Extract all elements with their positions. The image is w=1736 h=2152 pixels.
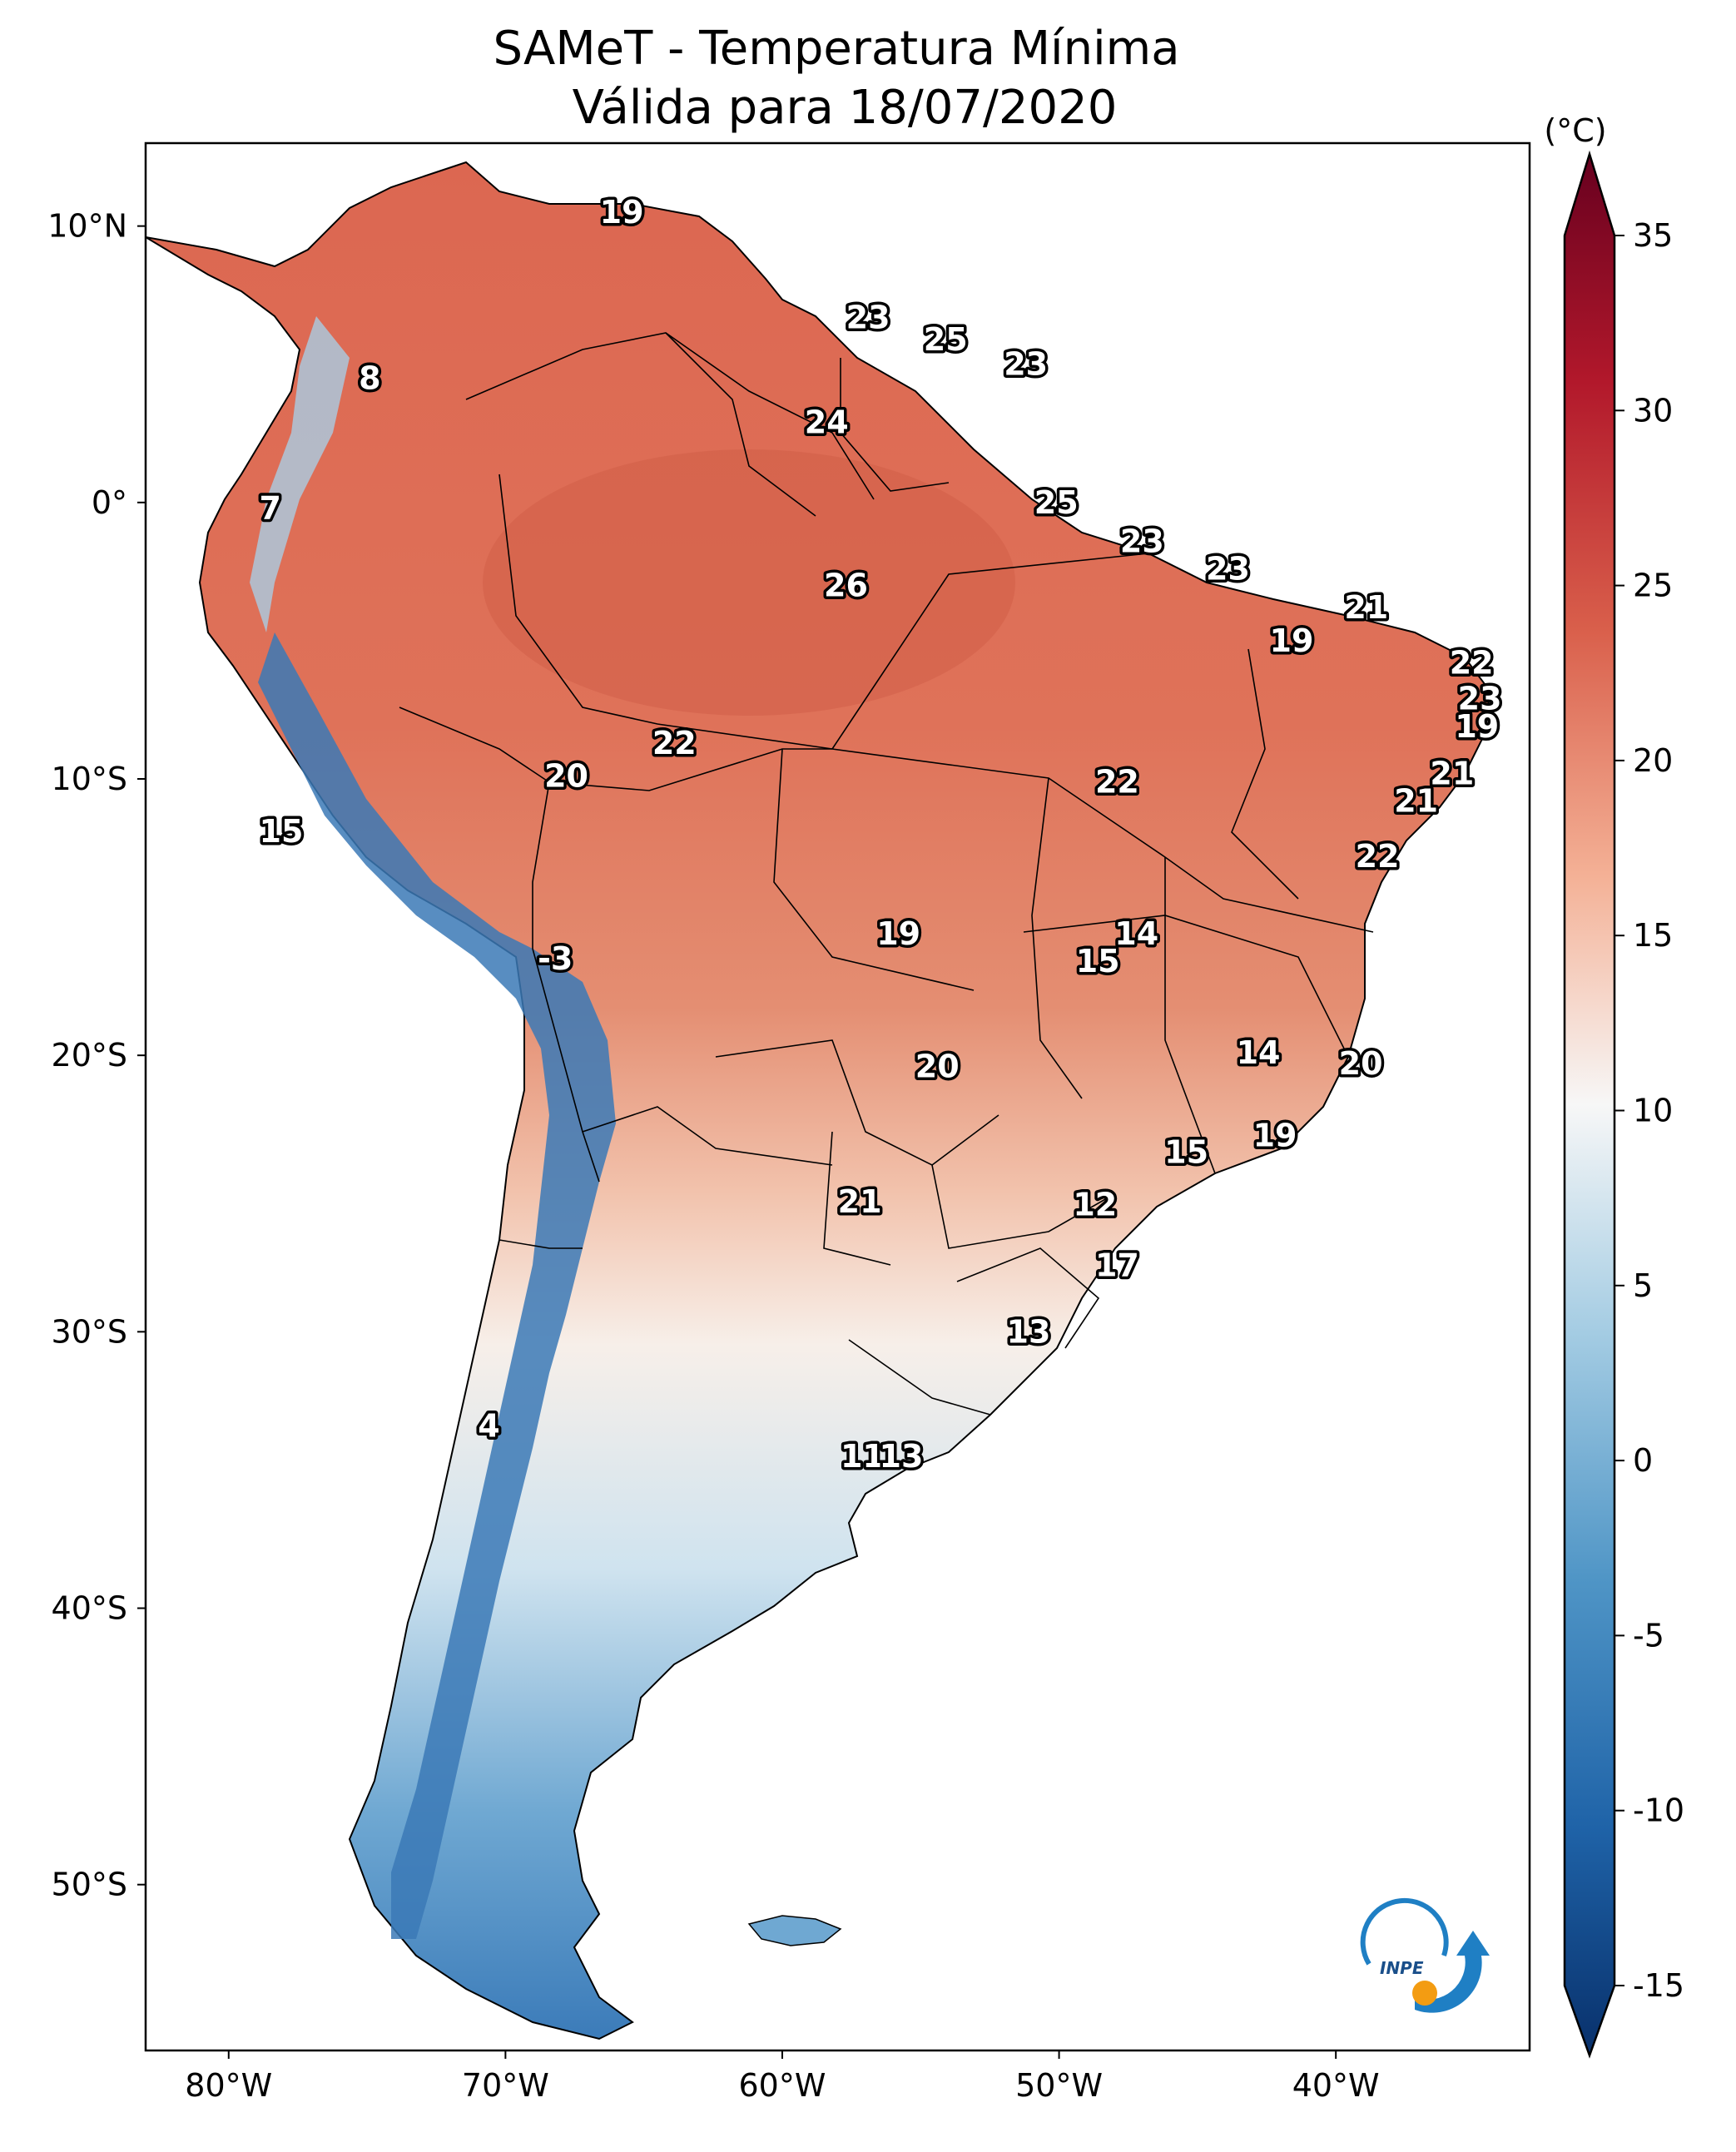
temperature-label: 21 — [838, 1183, 882, 1220]
temperature-label: 26 — [824, 567, 868, 603]
temperature-label: 14 — [1237, 1034, 1281, 1071]
temperature-label: 25 — [924, 321, 968, 358]
colorbar-tick-label: -5 — [1633, 1617, 1664, 1654]
temperature-label: 25 — [1034, 484, 1079, 521]
lat-tick-label: 50°S — [52, 1867, 127, 1903]
temperature-label: 19 — [876, 915, 920, 952]
lat-tick-label: 30°S — [52, 1313, 127, 1350]
temperature-label: 13 — [880, 1438, 924, 1475]
colorbar-tick-label: 30 — [1633, 392, 1673, 429]
colorbar-unit: (°C) — [1544, 112, 1606, 149]
temperature-label: 14 — [1114, 915, 1158, 952]
andes-light-band — [250, 316, 350, 632]
temperature-label: 21 — [1344, 589, 1388, 626]
temperature-label: 23 — [846, 299, 890, 335]
temperature-label: -3 — [538, 940, 573, 977]
lat-tick-label: 40°S — [52, 1590, 127, 1627]
colorbar-tick-label: 0 — [1633, 1442, 1653, 1479]
colorbar-tick-label: 5 — [1633, 1267, 1653, 1304]
temperature-label: 24 — [805, 404, 849, 440]
temperature-label: 20 — [1339, 1045, 1383, 1082]
temperature-label: 21 — [1394, 783, 1438, 820]
inpe-logo: INPE — [1360, 1897, 1490, 2013]
colorbar-tick-label: -10 — [1633, 1793, 1684, 1829]
andes-cold-band — [258, 632, 616, 1939]
map-area: INPE 19232523242523232119262223192121222… — [146, 143, 1530, 2050]
temperature-label: 15 — [1164, 1133, 1208, 1170]
colorbar-tick-label: 20 — [1633, 742, 1673, 779]
temperature-label: 19 — [600, 194, 644, 231]
temperature-label: 23 — [1206, 551, 1250, 588]
temperature-label: 22 — [652, 725, 697, 761]
lon-tick-label: 50°W — [1015, 2067, 1103, 2104]
temperature-label: 23 — [1120, 523, 1164, 559]
temperature-label: 19 — [1253, 1118, 1297, 1154]
temperature-label: 15 — [1076, 943, 1120, 979]
colorbar-ticks: 35 30 25 20 15 10 5 0 -5 -10 -15 — [1614, 217, 1684, 2004]
map-frame — [144, 141, 1531, 2052]
temperature-label: 22 — [1095, 763, 1139, 800]
temperature-label: 8 — [359, 359, 380, 396]
temperature-label: 23 — [1458, 681, 1502, 717]
colorbar: (°C) 35 30 25 20 15 10 5 0 -5 -10 -15 — [1544, 112, 1684, 2059]
colorbar-tick-label: 15 — [1633, 917, 1673, 954]
latitude-axis: 10°N 0° 10°S 20°S 30°S 40°S 50°S — [47, 208, 146, 1903]
falkland-islands — [747, 1915, 842, 1946]
temperature-label: 17 — [1095, 1247, 1139, 1284]
temperature-label: 12 — [1073, 1187, 1117, 1223]
colorbar-tick-label: 25 — [1633, 568, 1673, 604]
colorbar-tick-label: -15 — [1633, 1967, 1684, 2004]
temperature-label: 15 — [260, 813, 304, 850]
lat-tick-label: 20°S — [52, 1037, 127, 1074]
lon-tick-label: 60°W — [739, 2067, 826, 2104]
lat-tick-label: 10°S — [52, 761, 127, 797]
colorbar-tick-label: 35 — [1633, 217, 1673, 254]
longitude-axis: 80°W 70°W 60°W 50°W 40°W — [185, 2050, 1380, 2104]
chart-title-line1: SAMeT - Temperatura Mínima — [493, 22, 1179, 76]
temperature-label: 13 — [1007, 1313, 1051, 1350]
temperature-label: 7 — [259, 489, 280, 526]
lat-tick-label: 0° — [92, 484, 127, 521]
temperature-label: 19 — [1455, 708, 1499, 745]
lat-tick-label: 10°N — [47, 208, 127, 245]
chart-title-line2: Válida para 18/07/2020 — [573, 81, 1118, 135]
temperature-label: 21 — [1430, 755, 1474, 791]
temperature-label: 11 — [841, 1438, 885, 1475]
political-borders — [399, 332, 1374, 1416]
logo-text: INPE — [1380, 1958, 1424, 1978]
lon-tick-label: 70°W — [462, 2067, 549, 2104]
station-labels: 1923252324252323211926222319212122222220… — [256, 191, 1505, 1478]
temperature-label: 20 — [915, 1048, 960, 1084]
amazon-warm-core — [483, 449, 1015, 716]
colorbar-body — [1563, 150, 1616, 2059]
lon-tick-label: 80°W — [185, 2067, 272, 2104]
colorbar-tick-label: 10 — [1633, 1093, 1673, 1129]
temperature-label: 19 — [1270, 622, 1314, 659]
temperature-label: 22 — [1356, 838, 1400, 875]
temperature-label: 22 — [1450, 644, 1494, 681]
temperature-label: 20 — [544, 758, 588, 795]
temperature-label: 4 — [478, 1407, 499, 1444]
lon-tick-label: 40°W — [1292, 2067, 1380, 2104]
temperature-label: 23 — [1004, 346, 1048, 383]
